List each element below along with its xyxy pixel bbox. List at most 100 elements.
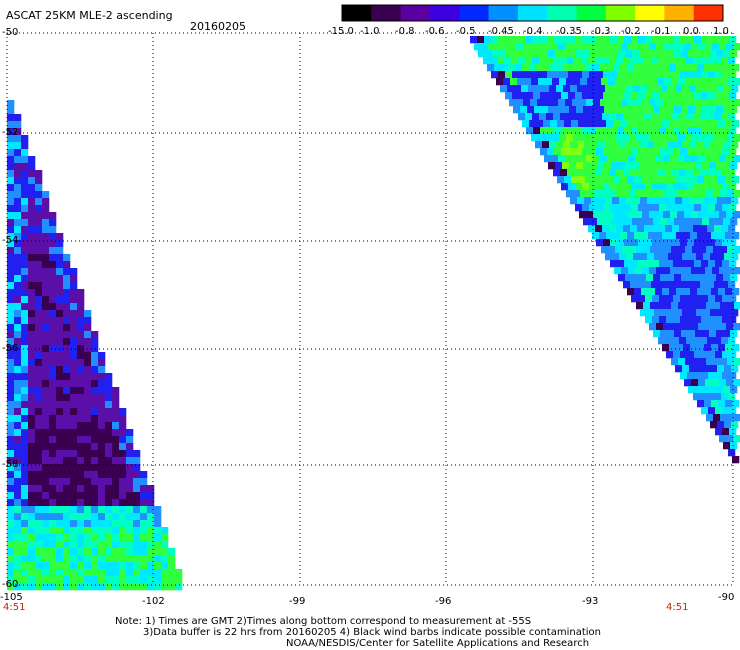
- swath-cell: [724, 253, 732, 261]
- swath-cell: [105, 436, 113, 444]
- swath-cell: [28, 520, 36, 528]
- swath-cell: [718, 120, 726, 128]
- swath-cell: [686, 337, 694, 345]
- swath-cell: [560, 169, 568, 177]
- swath-cell: [529, 120, 537, 128]
- swath-cell: [691, 267, 699, 275]
- swath-cell: [35, 254, 43, 262]
- swath-cell: [673, 71, 681, 79]
- swath-cell: [698, 43, 706, 51]
- swath-cell: [637, 225, 645, 233]
- swath-cell: [688, 162, 696, 170]
- swath-cell: [112, 576, 120, 584]
- swath-cell: [694, 148, 702, 156]
- swath-cell: [49, 443, 57, 451]
- swath-cell: [536, 64, 544, 72]
- swath-cell: [21, 555, 29, 563]
- swath-cell: [21, 303, 29, 311]
- swath-cell: [56, 464, 64, 472]
- swath-cell: [569, 162, 577, 170]
- swath-cell: [14, 142, 22, 150]
- swath-cell: [619, 141, 627, 149]
- swath-cell: [617, 204, 625, 212]
- swath-cell: [56, 394, 64, 402]
- swath-cell: [619, 85, 627, 93]
- swath-cell: [63, 261, 71, 269]
- swath-cell: [726, 211, 734, 219]
- swath-cell: [42, 513, 50, 521]
- swath-cell: [63, 429, 71, 437]
- swath-cell: [98, 457, 106, 465]
- swath-cell: [21, 310, 29, 318]
- swath-cell: [726, 155, 734, 163]
- swath-cell: [112, 436, 120, 444]
- swath-cell: [643, 302, 651, 310]
- swath-cell: [49, 415, 57, 423]
- swath-cell: [575, 183, 583, 191]
- swath-cell: [715, 372, 723, 380]
- swath-cell: [686, 113, 694, 121]
- swath-cell: [70, 464, 78, 472]
- swath-cell: [21, 492, 29, 500]
- swath-cell: [28, 268, 36, 276]
- swath-cell: [42, 464, 50, 472]
- swath-cell: [84, 583, 92, 591]
- swath-cell: [566, 134, 574, 142]
- swath-cell: [680, 183, 688, 191]
- swath-cell: [126, 520, 134, 528]
- swath-cell: [56, 387, 64, 395]
- swath-cell: [689, 85, 697, 93]
- swath-cell: [126, 478, 134, 486]
- swath-cell: [728, 169, 736, 177]
- swath-cell: [683, 120, 691, 128]
- swath-cell: [126, 534, 134, 542]
- swath-cell: [7, 450, 15, 458]
- swath-cell: [126, 541, 134, 549]
- swath-cell: [732, 176, 740, 184]
- swath-cell: [56, 373, 64, 381]
- swath-cell: [715, 92, 723, 100]
- swath-cell: [7, 121, 15, 129]
- swath-cell: [714, 281, 722, 289]
- swath-cell: [701, 372, 709, 380]
- swath-cell: [70, 303, 78, 311]
- swath-cell: [7, 394, 15, 402]
- swath-cell: [628, 155, 636, 163]
- swath-cell: [133, 492, 141, 500]
- swath-cell: [594, 78, 602, 86]
- swath-cell: [616, 113, 624, 121]
- swath-cell: [42, 303, 50, 311]
- swath-cell: [49, 492, 57, 500]
- swath-cell: [70, 338, 78, 346]
- swath-cell: [689, 365, 697, 373]
- swath-cell: [575, 92, 583, 100]
- swath-cell: [70, 310, 78, 318]
- swath-cell: [703, 141, 711, 149]
- swath-cell: [698, 267, 706, 275]
- swath-cell: [640, 197, 648, 205]
- swath-cell: [133, 471, 141, 479]
- swath-cell: [673, 260, 681, 268]
- swath-cell: [696, 85, 704, 93]
- swath-cell: [49, 429, 57, 437]
- swath-cell: [42, 562, 50, 570]
- swath-cell: [35, 429, 43, 437]
- swath-cell: [550, 64, 558, 72]
- swath-cell: [133, 513, 141, 521]
- swath-cell: [28, 471, 36, 479]
- swath-cell: [645, 127, 653, 135]
- swath-cell: [681, 218, 689, 226]
- swath-cell: [119, 541, 127, 549]
- swath-cell: [21, 408, 29, 416]
- swath-cell: [570, 141, 578, 149]
- swath-cell: [49, 247, 57, 255]
- swath-cell: [707, 393, 715, 401]
- swath-cell: [668, 253, 676, 261]
- swath-cell: [14, 296, 22, 304]
- swath-cell: [595, 57, 603, 65]
- swath-cell: [7, 170, 15, 178]
- swath-cell: [70, 478, 78, 486]
- swath-layer: [7, 36, 740, 591]
- swath-cell: [728, 113, 736, 121]
- swath-cell: [7, 436, 15, 444]
